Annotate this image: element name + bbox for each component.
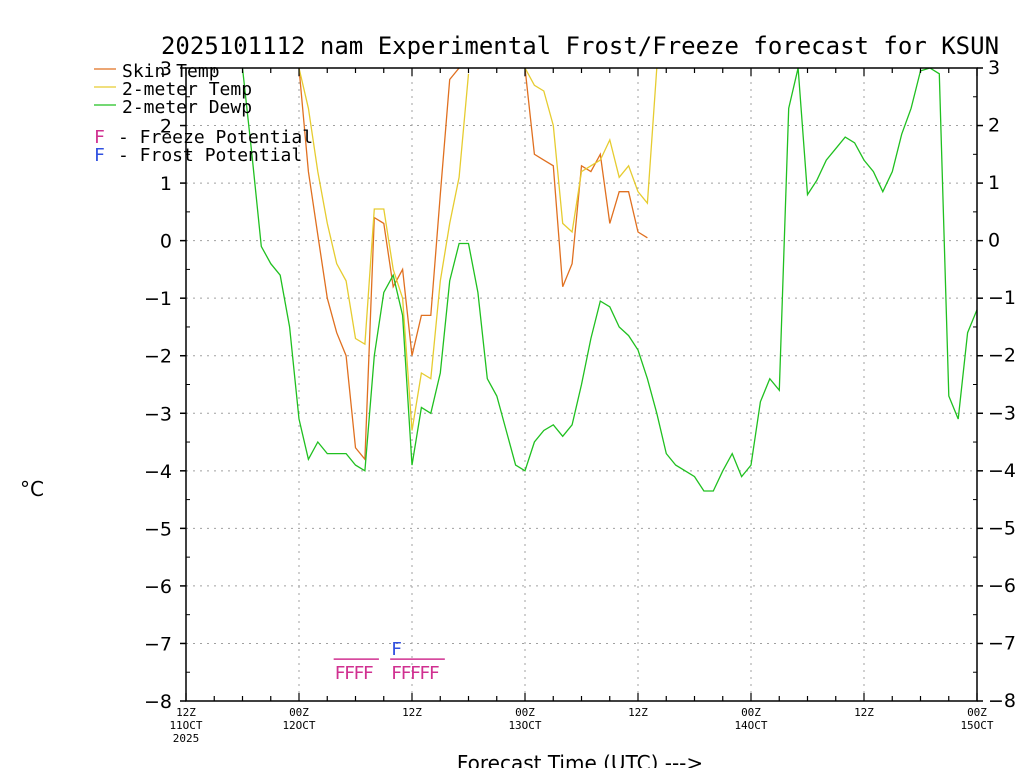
y-tick-label-right: −1 <box>988 287 1016 309</box>
y-tick-label-right: −4 <box>988 460 1016 482</box>
freeze-marker: F <box>419 663 430 684</box>
y-axis-label: °C <box>20 477 44 501</box>
y-tick-label: −1 <box>144 288 172 310</box>
x-tick-label: 11OCT <box>169 719 202 732</box>
y-tick-label: −4 <box>144 461 172 483</box>
y-tick-label: −6 <box>144 576 172 598</box>
y-tick-label-right: −7 <box>988 632 1016 654</box>
axis-ticks <box>180 67 983 702</box>
freeze-marker: F <box>401 663 412 684</box>
x-tick-label: 12Z <box>402 706 422 719</box>
freeze-marker: F <box>335 663 346 684</box>
y-tick-label-right: −2 <box>988 345 1016 367</box>
legend-label: 2-meter Dewp <box>122 97 252 118</box>
x-tick-label: 00Z <box>515 706 535 719</box>
y-tick-label: 2 <box>160 116 172 138</box>
x-axis-label: Forecast Time (UTC) ---> <box>457 751 703 768</box>
x-tick-label: 2025 <box>173 732 200 745</box>
y-tick-label: −5 <box>144 518 172 540</box>
x-tick-label: 14OCT <box>734 719 767 732</box>
y-tick-label: −2 <box>144 346 172 368</box>
grid-lines <box>186 68 977 701</box>
freeze-marker: F <box>363 663 374 684</box>
x-tick-label: 12Z <box>176 706 196 719</box>
freeze-marker: F <box>354 663 365 684</box>
y-tick-label: 1 <box>160 173 172 195</box>
legend-potential-symbol: F <box>94 127 105 148</box>
y-tick-label-right: −3 <box>988 402 1016 424</box>
x-tick-label: 12OCT <box>282 719 315 732</box>
y-tick-label-right: −8 <box>988 690 1016 712</box>
legend-label: Skin Temp <box>122 61 220 82</box>
y-tick-label: 0 <box>160 231 172 253</box>
y-tick-label-right: −6 <box>988 575 1016 597</box>
y-tick-label: 3 <box>160 58 172 80</box>
x-tick-label: 13OCT <box>508 719 541 732</box>
freeze-marker: F <box>391 663 402 684</box>
series-line-skin-temp <box>524 68 648 287</box>
y-tick-labels-left: 3 2 1 0 −1 −2 −3 −4 −5 −6 −7 −8 <box>144 58 172 713</box>
legend-potential-symbol: F <box>94 145 105 166</box>
x-tick-label: 00Z <box>289 706 309 719</box>
x-tick-label: 00Z <box>741 706 761 719</box>
series-line-2-meter-dewp <box>241 68 977 492</box>
x-tick-label: 12Z <box>628 706 648 719</box>
freeze-marker: F <box>429 663 440 684</box>
legend-potential-label: - Frost Potential <box>118 145 302 166</box>
y-tick-label-right: 1 <box>988 172 1000 194</box>
y-tick-label: −8 <box>144 691 172 713</box>
series-line-2-meter-temp <box>524 68 658 234</box>
y-tick-label: −7 <box>144 633 172 655</box>
legend-label: 2-meter Temp <box>122 79 252 100</box>
legend-potential-label: - Freeze Potential <box>118 127 313 148</box>
freeze-marker: F <box>344 663 355 684</box>
y-tick-labels-right: 3 2 1 0 −1 −2 −3 −4 −5 −6 −7 −8 <box>988 57 1016 712</box>
x-tick-label: 15OCT <box>960 719 993 732</box>
y-tick-label-right: 0 <box>988 230 1000 252</box>
y-tick-label-right: 2 <box>988 115 1000 137</box>
freeze-marker: F <box>410 663 421 684</box>
series-lines <box>241 68 977 492</box>
x-tick-label: 00Z <box>967 706 987 719</box>
y-tick-label-right: −5 <box>988 517 1016 539</box>
series-line-skin-temp <box>298 68 460 462</box>
y-tick-label-right: 3 <box>988 57 1000 79</box>
y-tick-label: −3 <box>144 403 172 425</box>
x-tick-label: 12Z <box>854 706 874 719</box>
series-line-2-meter-temp <box>298 68 470 431</box>
frost-marker: F <box>391 639 402 660</box>
chart-title: 2025101112 nam Experimental Frost/Freeze… <box>161 32 999 60</box>
